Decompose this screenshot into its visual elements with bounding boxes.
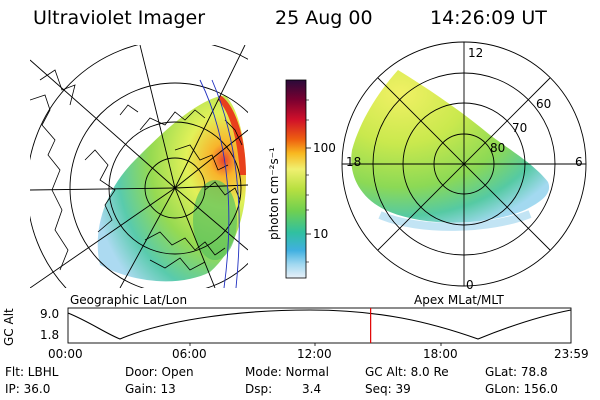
colorbar-gradient (285, 79, 307, 279)
left-panel-caption: Geographic Lat/Lon (70, 293, 188, 307)
altitude-ymin: 1.8 (40, 328, 60, 342)
terminator-lines (199, 79, 240, 288)
mlt-label-12: 12 (468, 46, 484, 60)
info-door: Door: Open (125, 365, 194, 379)
info-seq: Seq: 39 (365, 382, 411, 396)
altitude-frame (67, 307, 572, 344)
mlt-label-0: 0 (466, 278, 474, 292)
info-gcalt: GC Alt: 8.0 Re (365, 365, 449, 379)
polar-grid (341, 41, 587, 287)
altitude-ylabel: GC Alt (2, 308, 16, 346)
info-flt: Flt: LBHL (5, 365, 59, 379)
colorbar (285, 79, 311, 279)
time-tick-0600: 06:00 (172, 347, 207, 361)
info-mode: Mode: Normal (245, 365, 329, 379)
info-dsp-label: Dsp: (245, 382, 273, 396)
colorbar-tick-10: 10 (313, 227, 329, 241)
time-tick-1200: 12:00 (297, 347, 332, 361)
info-dsp-value: 3.4 (302, 382, 322, 396)
info-glon: GLon: 156.0 (485, 382, 558, 396)
colorbar-tick-100: 100 (313, 141, 336, 155)
aurora-hotspot (218, 95, 246, 175)
aurora-emission-right (351, 70, 550, 223)
mlt-label-18: 18 (346, 155, 362, 169)
info-glat: GLat: 78.8 (485, 365, 548, 379)
lat-label-80: 80 (490, 141, 506, 155)
geographic-map (30, 45, 248, 288)
right-panel-caption: Apex MLat/MLT (414, 293, 504, 307)
altitude-curve (67, 309, 572, 340)
altitude-plot (67, 307, 572, 346)
coastlines (30, 69, 243, 271)
lat-label-60: 60 (536, 97, 552, 111)
time-label: 14:26:09 UT (430, 7, 547, 29)
time-tick-1800: 18:00 (423, 347, 458, 361)
info-gain: Gain: 13 (125, 382, 176, 396)
apex-polar-plot (341, 41, 587, 287)
time-tick-2359: 23:59 (554, 347, 589, 361)
altitude-ymax: 9.0 (40, 307, 60, 321)
instrument-title: Ultraviolet Imager (33, 7, 206, 29)
info-ip: IP: 36.0 (5, 382, 51, 396)
time-tick-0000: 00:00 (48, 347, 83, 361)
geo-grid (30, 45, 248, 288)
date-label: 25 Aug 00 (275, 7, 373, 29)
lat-label-70: 70 (512, 121, 528, 135)
colorbar-unit: photon cm⁻²s⁻¹ (267, 147, 281, 240)
mlt-label-6: 6 (575, 155, 583, 169)
